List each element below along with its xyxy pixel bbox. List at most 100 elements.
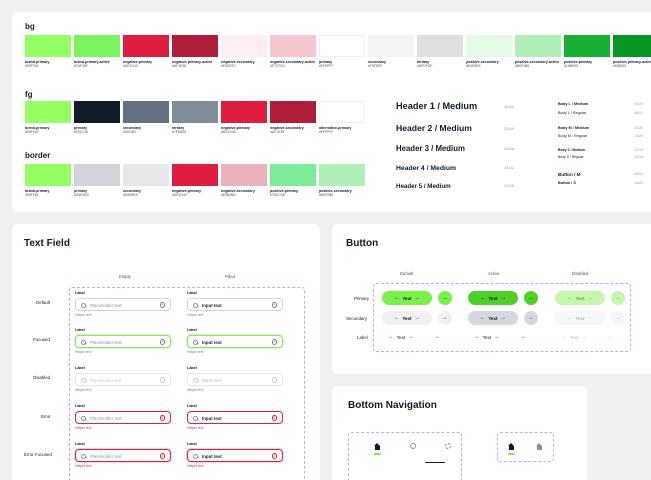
text-input[interactable]: Input text i bbox=[187, 449, 283, 462]
color-token-name: negative-secondary-active bbox=[270, 59, 316, 64]
color-token-name: brand-primary bbox=[25, 188, 50, 193]
search-icon bbox=[81, 339, 86, 345]
button-column-default: Default bbox=[400, 271, 414, 276]
color-token-name: negative-primary bbox=[123, 59, 152, 64]
helper-text: Helper text bbox=[187, 463, 204, 468]
text-input[interactable]: Placeholder text i bbox=[75, 298, 171, 311]
color-chip bbox=[417, 35, 463, 57]
home-icon[interactable] bbox=[374, 443, 381, 450]
home-icon[interactable] bbox=[508, 443, 515, 450]
color-chip bbox=[74, 164, 120, 186]
body-s-regular: Body S / Regular 12/18 bbox=[558, 155, 643, 159]
color-hex: #FFFFFF bbox=[319, 129, 334, 134]
info-icon: i bbox=[271, 377, 277, 383]
color-token-name: negative-primary bbox=[172, 188, 201, 193]
text-input[interactable]: Placeholder text i bbox=[75, 411, 171, 424]
color-swatch: brand-primary #93FF62 bbox=[25, 35, 71, 68]
arrow-right-icon: → bbox=[615, 295, 621, 301]
color-token-name: positive-secondary bbox=[466, 59, 499, 64]
helper-text: Helper text bbox=[75, 349, 92, 354]
home-indicator-bar bbox=[425, 462, 445, 464]
header-2-label: Header 2 / Medium bbox=[396, 123, 472, 133]
arrow-left-icon: ← bbox=[474, 334, 480, 340]
text-field-errfocus-filled: Label Input text i Helper text bbox=[187, 442, 283, 468]
button-label: Text bbox=[396, 334, 406, 340]
search-icon bbox=[193, 453, 198, 459]
color-swatch: primary #FFFFFF bbox=[319, 35, 365, 68]
button-column-active: Active bbox=[488, 271, 500, 276]
button-column-disabled: Disabled bbox=[572, 271, 589, 276]
color-chip bbox=[221, 35, 267, 57]
info-icon: i bbox=[271, 453, 277, 459]
text-input[interactable]: Input text i bbox=[187, 298, 283, 311]
info-icon: i bbox=[159, 453, 165, 459]
body-l-medium: Body L / Medium 16/24 bbox=[558, 102, 643, 106]
row-disabled: Disabled bbox=[33, 375, 51, 380]
home-icon[interactable] bbox=[536, 443, 543, 450]
color-swatch: negative-secondary #E9B2BD bbox=[221, 164, 267, 197]
color-chip bbox=[123, 35, 169, 57]
primary-icon-button-default[interactable]: → bbox=[438, 291, 452, 305]
input-placeholder: Placeholder text bbox=[90, 453, 122, 459]
color-chip bbox=[515, 35, 561, 57]
primary-button-default[interactable]: ← Text → bbox=[382, 291, 432, 305]
label-button-default[interactable]: ← Text → bbox=[382, 330, 420, 344]
color-hex: #E6E8EB bbox=[123, 192, 138, 197]
primary-button-active[interactable]: ← Text → bbox=[468, 291, 518, 305]
text-field-disabled-filled: Label Input text i Helper text bbox=[187, 366, 283, 392]
text-input[interactable]: Placeholder text i bbox=[75, 335, 171, 348]
column-empty: Empty bbox=[119, 274, 131, 279]
color-token-name: tertiary bbox=[417, 59, 430, 64]
search-icon bbox=[81, 377, 86, 383]
color-chip bbox=[172, 35, 218, 57]
clock-icon[interactable] bbox=[410, 443, 417, 450]
secondary-button-default[interactable]: ← Text → bbox=[382, 311, 432, 325]
secondary-icon-button-active[interactable]: → bbox=[524, 311, 538, 325]
button-row-label: Label bbox=[357, 335, 368, 340]
color-swatch: primary #D0D3D9 bbox=[74, 164, 120, 197]
text-input[interactable]: Input text i bbox=[187, 335, 283, 348]
header-1-size: 36/40 bbox=[504, 104, 515, 109]
helper-text: Helper text bbox=[187, 312, 204, 317]
text-input[interactable]: Placeholder text i bbox=[75, 449, 171, 462]
bottom-navigation-card: Bottom Navigation bbox=[332, 386, 587, 480]
color-hex: #B0F0B8 bbox=[515, 63, 530, 68]
label-button-active[interactable]: ← Text → bbox=[468, 330, 506, 344]
active-tab-indicator bbox=[508, 453, 515, 455]
color-chip bbox=[466, 35, 512, 57]
secondary-button-active[interactable]: ← Text → bbox=[468, 311, 518, 325]
button-label: Text bbox=[488, 295, 498, 301]
primary-icon-button-active[interactable]: → bbox=[524, 291, 538, 305]
color-swatch: secondary #F3F5F5 bbox=[368, 35, 414, 68]
color-token-name: positive-primary bbox=[564, 59, 592, 64]
button-row-primary: Primary bbox=[354, 296, 370, 301]
field-label: Label bbox=[187, 366, 197, 370]
color-chip bbox=[172, 164, 218, 186]
info-icon: i bbox=[271, 302, 277, 308]
input-placeholder: Placeholder text bbox=[90, 377, 122, 383]
color-token-name: negative-secondary bbox=[221, 59, 255, 64]
color-chip bbox=[221, 101, 267, 123]
search-icon bbox=[193, 339, 198, 345]
color-chip bbox=[74, 35, 120, 57]
text-input[interactable]: Input text i bbox=[187, 411, 283, 424]
button-row-secondary: Secondary bbox=[346, 316, 367, 321]
button-label: Text bbox=[569, 334, 579, 340]
color-swatch: alternative-primary #FFFFFF bbox=[319, 101, 365, 134]
helper-text: Helper text bbox=[187, 425, 204, 430]
secondary-icon-button-default[interactable]: → bbox=[438, 311, 452, 325]
text-field-error-filled: Label Input text i Helper text bbox=[187, 404, 283, 430]
info-icon: i bbox=[159, 377, 165, 383]
color-chip bbox=[319, 164, 365, 186]
input-value: Input text bbox=[202, 339, 222, 345]
color-token-name: primary bbox=[74, 188, 88, 193]
arrow-right-icon: → bbox=[520, 334, 526, 340]
helper-text: Helper text bbox=[75, 463, 92, 468]
color-token-name: secondary bbox=[123, 188, 141, 193]
color-swatch: negative-secondary #AF1E38 bbox=[270, 101, 316, 134]
label-icon-button-default[interactable]: → bbox=[430, 330, 444, 344]
label-icon-button-disabled: → bbox=[603, 330, 617, 344]
settings-icon[interactable] bbox=[445, 443, 452, 450]
label-icon-button-active[interactable]: → bbox=[516, 330, 530, 344]
arrow-right-icon: → bbox=[587, 295, 593, 301]
